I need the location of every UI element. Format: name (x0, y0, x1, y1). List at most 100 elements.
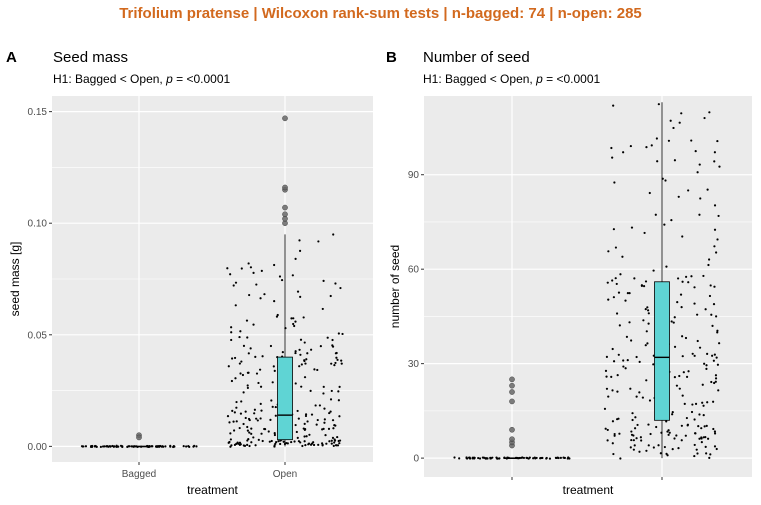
data-point (299, 353, 302, 356)
data-point (655, 137, 658, 140)
data-point (616, 390, 619, 393)
data-point (242, 344, 246, 347)
data-point (232, 284, 235, 287)
data-point (715, 251, 718, 254)
data-point (693, 354, 696, 357)
data-point (615, 282, 618, 286)
data-point (195, 445, 198, 448)
data-point (169, 444, 172, 447)
data-point (618, 324, 621, 327)
data-point (317, 443, 320, 446)
data-point (226, 267, 229, 270)
data-point (321, 307, 324, 311)
data-point (294, 350, 297, 353)
data-point (624, 367, 627, 370)
data-point (310, 442, 314, 445)
data-point (232, 420, 235, 423)
data-point (246, 425, 249, 429)
data-point (303, 359, 306, 363)
data-point (612, 452, 615, 456)
data-point (636, 423, 639, 427)
data-point (699, 197, 702, 200)
data-point (712, 359, 715, 362)
data-point (706, 352, 709, 355)
data-point (250, 427, 253, 430)
data-point (690, 275, 693, 278)
data-point (671, 410, 674, 414)
data-point (639, 436, 642, 439)
data-point (610, 375, 613, 378)
data-point (709, 284, 712, 287)
x-axis-label: treatment (563, 483, 614, 497)
data-point (617, 291, 621, 294)
data-point (228, 421, 231, 424)
data-point (644, 308, 647, 311)
data-point (291, 274, 294, 277)
data-point (696, 171, 699, 174)
data-point (716, 238, 719, 241)
data-point (562, 456, 565, 459)
data-point (330, 362, 333, 365)
data-point (633, 427, 637, 430)
data-point (680, 424, 683, 427)
data-point (322, 427, 325, 430)
box-outlier (282, 211, 288, 218)
data-point (235, 406, 238, 409)
data-point (298, 239, 301, 242)
panel-b-subtitle-p: p (536, 72, 543, 86)
data-point (334, 282, 337, 285)
data-point (613, 434, 616, 437)
data-point (694, 149, 697, 153)
data-point (121, 445, 124, 449)
data-point (647, 309, 650, 312)
data-point (612, 104, 615, 107)
data-point (126, 445, 129, 449)
data-point (248, 444, 251, 448)
data-point (188, 445, 191, 448)
data-point (315, 423, 318, 426)
y-axis-label: number of seed (388, 245, 402, 328)
data-point (696, 313, 699, 316)
data-point (306, 420, 309, 423)
data-point (713, 204, 717, 207)
data-point (318, 404, 322, 407)
data-point (629, 446, 632, 449)
data-point (712, 303, 716, 306)
data-point (702, 274, 705, 278)
data-point (693, 443, 696, 447)
data-point (673, 345, 677, 348)
data-point (625, 335, 629, 338)
data-point (299, 338, 303, 341)
data-point (234, 377, 237, 380)
data-point (706, 401, 709, 404)
data-point (640, 284, 644, 287)
box-iqr (277, 356, 293, 441)
data-point (336, 435, 339, 439)
data-point (333, 363, 336, 367)
data-point (239, 330, 242, 333)
data-point (331, 338, 334, 342)
data-point (326, 336, 329, 339)
data-point (246, 336, 249, 339)
data-point (649, 432, 652, 436)
data-point (631, 412, 634, 415)
data-point (259, 417, 262, 420)
data-point (700, 427, 703, 430)
box-outlier (509, 382, 515, 389)
data-point (716, 363, 720, 366)
data-point (716, 329, 719, 332)
data-point (239, 443, 242, 446)
data-point (322, 279, 325, 282)
data-point (254, 355, 257, 359)
data-point (703, 116, 706, 120)
data-point (244, 416, 247, 420)
data-point (635, 355, 638, 359)
data-point (308, 433, 311, 436)
x-tick-label: Bagged (122, 469, 156, 480)
data-point (647, 423, 650, 426)
data-point (667, 429, 670, 432)
data-point (294, 382, 297, 385)
data-point (622, 151, 625, 154)
data-point (709, 453, 712, 456)
data-point (146, 445, 150, 448)
